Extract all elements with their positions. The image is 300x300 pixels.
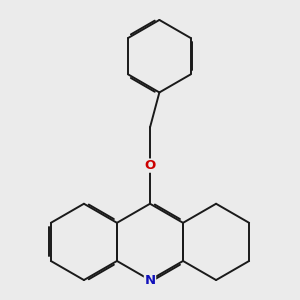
Text: O: O (144, 159, 156, 172)
Text: N: N (144, 274, 156, 286)
